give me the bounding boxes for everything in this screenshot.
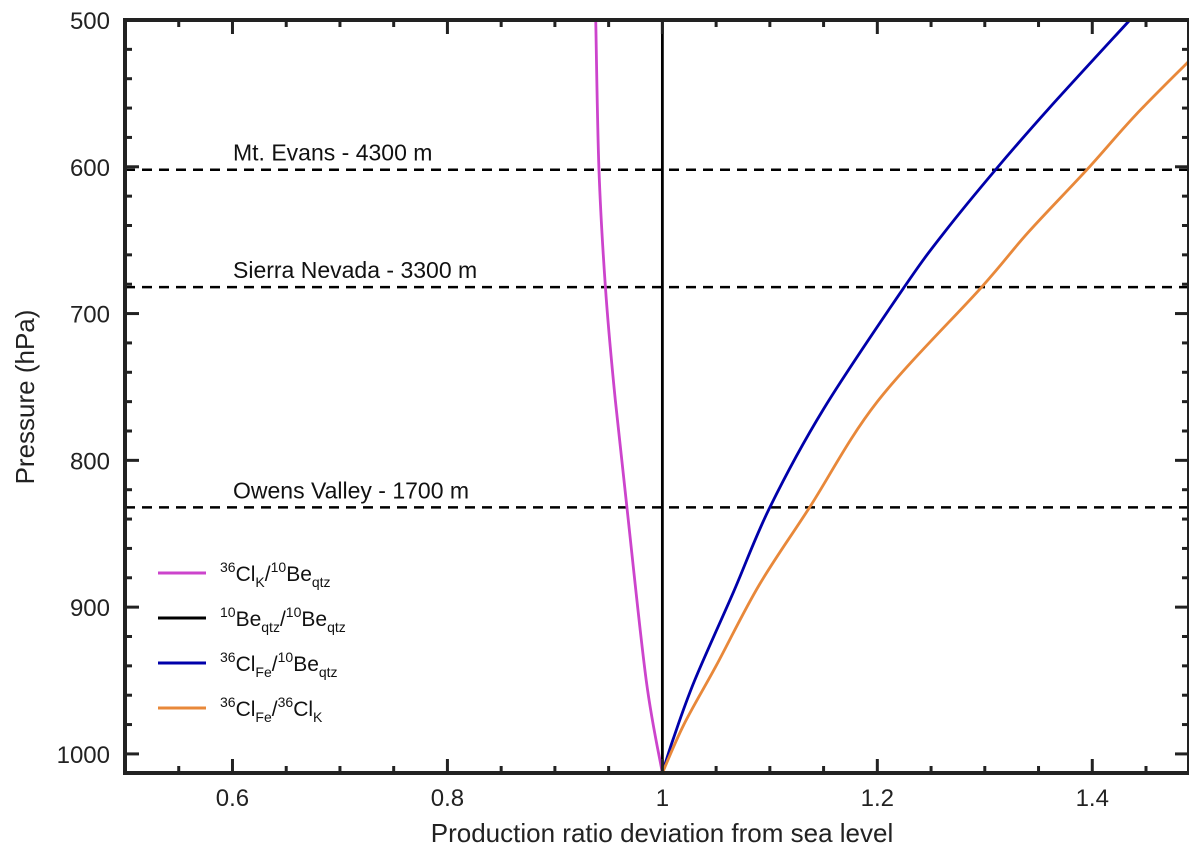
- axis-ticks: [123, 18, 1189, 773]
- x-tick-label: 0.6: [216, 785, 249, 812]
- y-tick-label: 900: [70, 595, 110, 622]
- reference-line-label: Owens Valley - 1700 m: [233, 477, 469, 503]
- plot-frame: [123, 18, 1189, 775]
- series-line-0: [594, 19, 664, 774]
- reference-line-label: Sierra Nevada - 3300 m: [233, 257, 477, 283]
- reference-line-label: Mt. Evans - 4300 m: [233, 140, 432, 166]
- plot-border: [123, 18, 1189, 775]
- x-tick-label: 0.8: [431, 785, 464, 812]
- y-tick-label: 800: [70, 448, 110, 475]
- series-lines: [594, 19, 1189, 774]
- legend-entry-0: 36ClK/10Beqtz: [220, 559, 331, 590]
- y-tick-label: 700: [70, 302, 110, 329]
- x-tick-label: 1.2: [861, 785, 894, 812]
- legend: 36ClK/10Beqtz 10Beqtz/10Beqtz 36ClFe/10Beq…: [158, 559, 346, 725]
- x-tick-label: 1: [656, 785, 669, 812]
- x-axis-title: Production ratio deviation from sea leve…: [431, 818, 893, 848]
- y-tick-label: 1000: [57, 742, 110, 769]
- y-tick-label: 500: [70, 8, 110, 35]
- reference-lines: Mt. Evans - 4300 m Sierra Nevada - 3300 m…: [125, 140, 1189, 509]
- legend-entry-2: 36ClFe/10Beqtz: [220, 649, 338, 680]
- x-tick-label: 1.4: [1076, 785, 1109, 812]
- series-line-2: [661, 19, 1131, 774]
- tick-labels: 0.6 0.8 1 1.2 1.4 500 600 700 800 900 1000: [57, 8, 1109, 812]
- series-line-3: [661, 60, 1189, 774]
- legend-entry-1: 10Beqtz/10Beqtz: [220, 604, 346, 635]
- y-axis-title: Pressure (hPa): [10, 310, 40, 485]
- legend-entry-3: 36ClFe/36ClK: [220, 694, 323, 725]
- y-tick-label: 600: [70, 155, 110, 182]
